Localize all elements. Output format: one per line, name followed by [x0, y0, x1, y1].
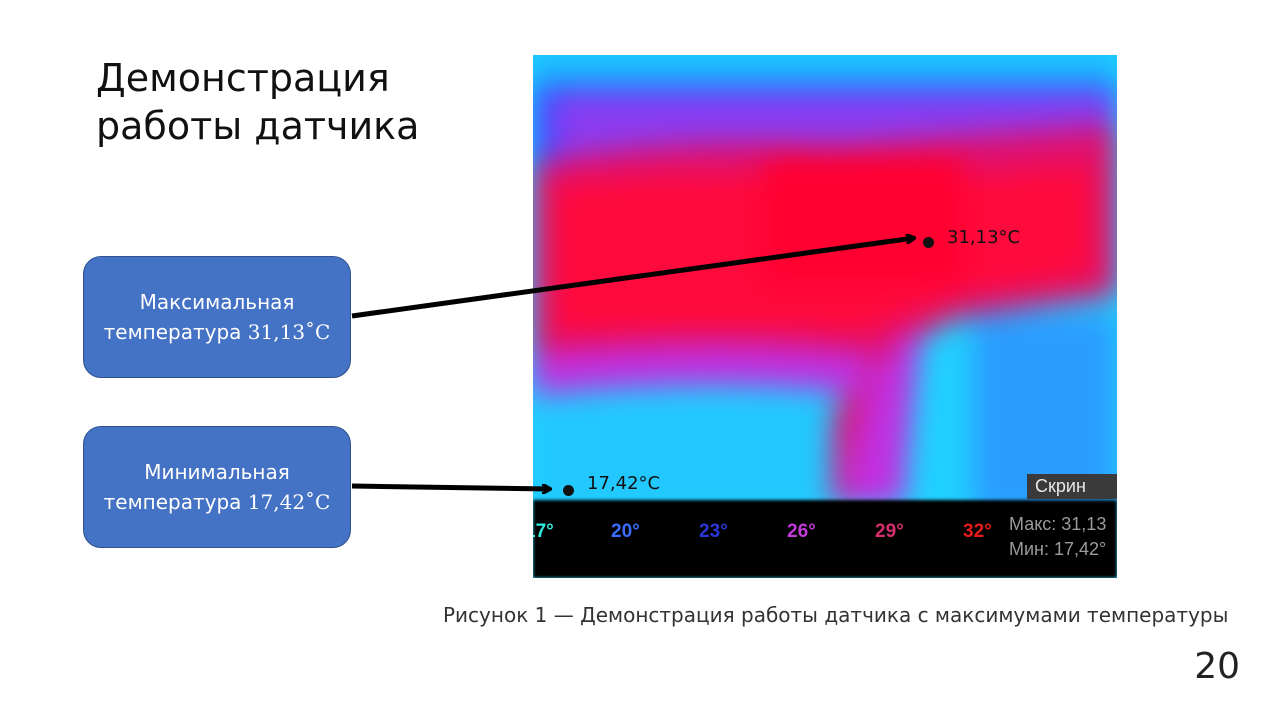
min-callout-prefix: температура [103, 490, 248, 514]
max-callout-prefix: температура [103, 320, 248, 344]
scale-label-20: 20° [611, 521, 640, 542]
min-callout-label: Минимальная [144, 460, 290, 484]
max-temperature-callout: Максимальная температура 31,13˚C [83, 256, 351, 378]
min-temperature-callout: Минимальная температура 17,42˚C [83, 426, 351, 548]
max-stat: Макс: 31,13 [1009, 514, 1107, 534]
scale-label-23: 23° [699, 521, 728, 542]
figure-caption: Рисунок 1 — Демонстрация работы датчика … [443, 603, 1229, 627]
slide-title: Демонстрация работы датчика [96, 56, 420, 148]
temperature-scale-bar [533, 500, 1117, 578]
min-stat: Мин: 17,42° [1009, 539, 1107, 559]
max-callout-value: 31,13˚C [247, 320, 331, 344]
thermal-image: 17° 20° 23° 26° 29° 32° Макс: 31,13 Мин:… [533, 55, 1117, 578]
max-callout-label: Максимальная [139, 290, 295, 314]
min-point-label: 17,42°C [587, 473, 661, 494]
scale-label-32: 32° [963, 521, 992, 542]
page-number: 20 [1194, 646, 1240, 687]
max-point-label: 31,13°C [947, 227, 1021, 248]
scale-label-26: 26° [787, 521, 816, 542]
max-callout-value-line: температура 31,13˚C [84, 317, 350, 347]
scale-label-29: 29° [875, 521, 904, 542]
max-point-marker [923, 237, 934, 248]
screenshot-button[interactable]: Скрин [1027, 474, 1117, 499]
min-callout-value-line: температура 17,42˚C [84, 487, 350, 517]
scale-label-17: 17° [533, 521, 554, 542]
min-point-marker [563, 485, 574, 496]
max-arrow [351, 238, 914, 319]
min-callout-value: 17,42˚C [247, 490, 331, 514]
heatmap-shapes [533, 55, 1117, 578]
min-arrow [351, 483, 550, 489]
